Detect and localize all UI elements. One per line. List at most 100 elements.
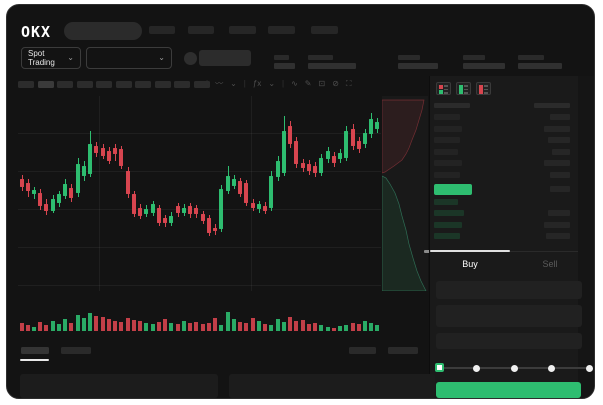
interval-button-5[interactable]: [115, 81, 132, 88]
nav-item-2[interactable]: [229, 26, 256, 34]
candle-body-43: [288, 126, 292, 144]
pair-selector[interactable]: ⌄: [86, 47, 172, 69]
volume-bar-33: [226, 312, 230, 331]
last-price-highlight[interactable]: [434, 184, 472, 195]
bottom-tab-1[interactable]: [61, 347, 91, 354]
bid-row-price-2[interactable]: [434, 222, 462, 228]
volume-bar-16: [119, 322, 123, 331]
interval-button-8[interactable]: [174, 81, 190, 88]
ticker-stat-label-0: [274, 55, 289, 60]
nav-item-0[interactable]: [149, 26, 175, 34]
indicators-icon[interactable]: ƒx: [252, 79, 262, 88]
tab-buy[interactable]: Buy: [462, 259, 478, 269]
h-gridline-2: [18, 209, 381, 210]
nav-item-3[interactable]: [268, 26, 295, 34]
candlestick-chart[interactable]: [18, 96, 390, 340]
candle-body-32: [219, 189, 223, 229]
wave-icon[interactable]: 〰: [215, 79, 224, 88]
candle-body-48: [319, 158, 323, 173]
draw-icon[interactable]: ✎: [304, 79, 312, 88]
buy-submit-button[interactable]: [436, 382, 581, 398]
interval-button-4[interactable]: [96, 81, 112, 88]
volume-bar-11: [88, 313, 92, 331]
nav-item-1[interactable]: [188, 26, 214, 34]
chevron-down-icon[interactable]: ⌄: [268, 79, 276, 88]
ask-row-price-2[interactable]: [434, 137, 460, 143]
bottom-action-1[interactable]: [388, 347, 418, 354]
candle-body-3: [38, 193, 42, 206]
volume-bar-45: [301, 320, 305, 331]
nav-item-4[interactable]: [311, 26, 338, 34]
volume-bar-43: [288, 317, 292, 331]
candle-body-19: [138, 208, 142, 216]
chevron-down-icon[interactable]: ⌄: [230, 79, 237, 88]
candle-body-53: [351, 129, 355, 146]
candle-body-56: [369, 119, 373, 134]
candle-body-16: [119, 149, 123, 166]
candle-body-7: [63, 184, 67, 196]
interval-button-1[interactable]: [37, 81, 54, 88]
buy-tab-indicator: [430, 250, 510, 252]
asks-book-icon[interactable]: [476, 82, 491, 95]
ask-row-amount-3: [552, 149, 570, 155]
h-gridline-3: [18, 247, 381, 248]
interval-button-2[interactable]: [57, 81, 73, 88]
bid-row-price-1[interactable]: [434, 210, 464, 216]
candle-body-9: [76, 164, 80, 193]
interval-button-3[interactable]: [76, 81, 93, 88]
candle-body-5: [51, 199, 55, 211]
asks-depth-area: [381, 99, 425, 174]
bid-row-price-3[interactable]: [434, 233, 460, 239]
tab-sell[interactable]: Sell: [542, 259, 558, 269]
ask-row-price-4[interactable]: [434, 160, 462, 166]
price-input[interactable]: [436, 281, 582, 299]
candle-body-55: [363, 133, 367, 144]
interval-button-0[interactable]: [18, 81, 34, 88]
volume-bar-18: [132, 320, 136, 331]
ask-row-price-3[interactable]: [434, 149, 458, 155]
bid-row-price-0[interactable]: [434, 199, 458, 205]
slider-handle[interactable]: [434, 363, 444, 372]
app-window: OKX Spot Trading ⌄ ⌄ |〰⌄|ƒx⌄|∿✎⊡⊘⛶ BuySe…: [6, 4, 595, 399]
pair-name-placeholder[interactable]: [199, 50, 251, 66]
amount-input[interactable]: [436, 305, 582, 327]
volume-bar-36: [244, 323, 248, 331]
snapshot-icon[interactable]: ⊡: [318, 79, 326, 88]
bids-book-icon[interactable]: [456, 82, 471, 95]
ask-row-amount-4: [544, 160, 570, 166]
interval-button-9[interactable]: [193, 81, 210, 88]
volume-bar-26: [182, 321, 186, 331]
bottom-action-0[interactable]: [349, 347, 376, 354]
search-input[interactable]: [64, 22, 142, 40]
trendline-icon[interactable]: ∿: [291, 79, 298, 88]
slider-stop-3[interactable]: [548, 364, 555, 372]
slider-stop-2[interactable]: [510, 364, 518, 372]
interval-button-7[interactable]: [154, 81, 171, 88]
fullscreen-icon[interactable]: ⛶: [345, 79, 352, 88]
slider-stop-4[interactable]: [585, 364, 593, 372]
volume-bar-38: [257, 321, 261, 331]
candle-body-18: [132, 194, 136, 214]
bottom-tab-0[interactable]: [21, 347, 49, 354]
market-type-selector[interactable]: Spot Trading ⌄: [21, 47, 81, 69]
icon-bid-bar: [459, 85, 463, 94]
ob-header-amount: [534, 103, 570, 108]
combined-book-icon[interactable]: [436, 82, 451, 95]
slider-stop-1[interactable]: [473, 364, 480, 372]
volume-bar-24: [169, 323, 173, 331]
ask-row-price-5[interactable]: [434, 172, 460, 178]
volume-bar-53: [351, 323, 355, 331]
hide-icon[interactable]: ⊘: [332, 79, 339, 88]
okx-logo[interactable]: OKX: [21, 23, 52, 41]
ask-row-price-1[interactable]: [434, 126, 462, 132]
volume-bar-44: [294, 321, 298, 331]
icon-line: [464, 92, 468, 94]
total-input[interactable]: [436, 333, 582, 349]
bid-row-amount-2: [544, 222, 570, 228]
ask-row-price-0[interactable]: [434, 114, 460, 120]
h-gridline-1: [18, 171, 381, 172]
interval-button-6[interactable]: [135, 81, 151, 88]
volume-bar-52: [344, 325, 348, 331]
icon-ask-bar: [479, 85, 483, 94]
candle-body-8: [69, 188, 73, 198]
